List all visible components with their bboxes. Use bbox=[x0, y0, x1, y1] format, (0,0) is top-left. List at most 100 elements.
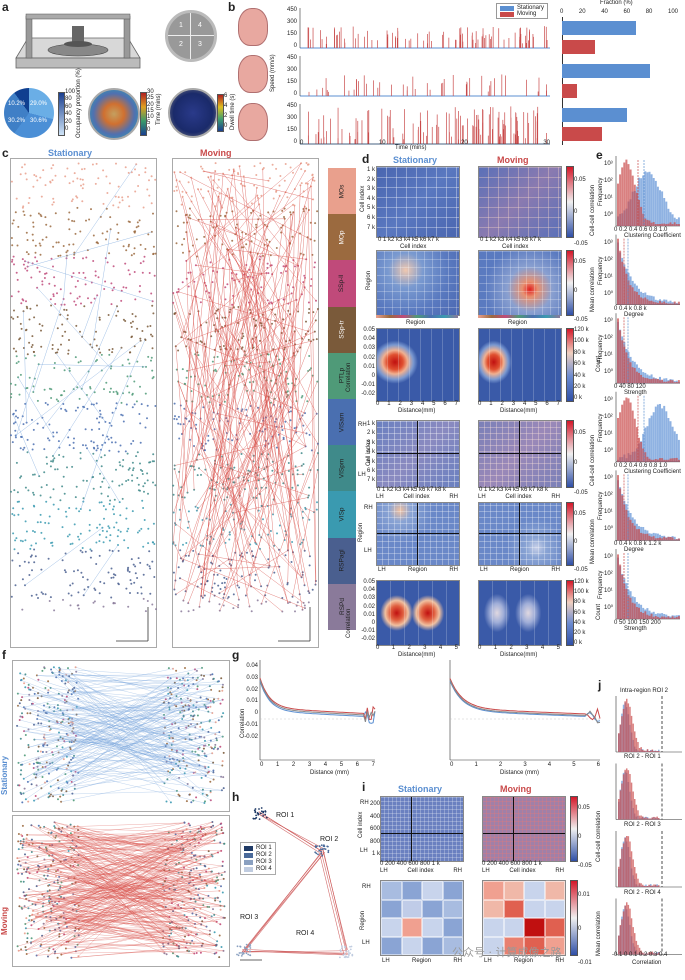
occupancy-axis-label: Occupancy proportion (%) bbox=[76, 68, 82, 138]
tick: 40 k bbox=[574, 618, 589, 628]
neuron-dot bbox=[115, 196, 117, 198]
neuron-dot bbox=[130, 322, 132, 324]
histogram-bar-moving bbox=[663, 537, 665, 541]
neuron-dot bbox=[13, 514, 15, 516]
roi-legend: ROI 1 ROI 2 ROI 3 ROI 4 bbox=[240, 842, 276, 875]
histogram-bar-moving bbox=[628, 836, 630, 887]
histogram-bar-stationary bbox=[655, 407, 657, 462]
neuron-dot bbox=[72, 583, 74, 585]
connection-edge bbox=[205, 283, 273, 462]
neuron-dot bbox=[197, 474, 199, 476]
neuron-dot bbox=[98, 540, 100, 542]
neuron-dot bbox=[73, 438, 75, 440]
roi-neuron bbox=[250, 947, 252, 949]
neuron-dot bbox=[64, 331, 66, 333]
neuron-dot bbox=[23, 682, 25, 684]
region-legend-block: MOs bbox=[328, 168, 356, 214]
tick: 5 bbox=[534, 401, 537, 407]
neuron-dot bbox=[182, 191, 184, 193]
neuron-dot bbox=[211, 673, 213, 675]
histogram-bar-moving bbox=[670, 459, 672, 462]
neuron-dot bbox=[32, 474, 34, 476]
neuron-dot bbox=[139, 219, 141, 221]
neuron-dot bbox=[37, 423, 39, 425]
neuron-dot bbox=[82, 576, 84, 578]
neuron-dot bbox=[110, 282, 112, 284]
roi-label: ROI 3 bbox=[240, 914, 258, 921]
neuron-dot bbox=[40, 254, 42, 256]
neuron-dot bbox=[93, 235, 95, 237]
neuron-dot bbox=[284, 180, 286, 182]
neuron-dot bbox=[75, 496, 77, 498]
neuron-dot bbox=[226, 283, 228, 285]
neuron-dot bbox=[219, 570, 221, 572]
neuron-dot bbox=[123, 286, 125, 288]
neuron-dot bbox=[207, 440, 209, 442]
neuron-dot bbox=[147, 600, 149, 602]
histogram-bar-moving bbox=[625, 510, 627, 541]
tick: 0 bbox=[147, 127, 154, 133]
histogram-bar-moving bbox=[642, 298, 644, 304]
roi-neuron bbox=[314, 851, 316, 853]
tick: 0.05 bbox=[574, 418, 588, 448]
neuron-dot bbox=[21, 801, 23, 803]
tick: 10¹ bbox=[604, 583, 613, 600]
neuron-dot bbox=[201, 920, 203, 922]
tick: 4 bbox=[548, 762, 551, 768]
roi-neuron bbox=[344, 947, 346, 949]
roi-neuron bbox=[321, 855, 323, 857]
neuron-dot bbox=[87, 297, 89, 299]
neuron-dot bbox=[117, 206, 119, 208]
roi-neuron bbox=[319, 845, 321, 847]
neuron-dot bbox=[55, 212, 57, 214]
neuron-dot bbox=[96, 527, 98, 529]
histogram-bar-stationary bbox=[678, 440, 680, 462]
connection-edge bbox=[186, 196, 257, 261]
histogram-bar-moving bbox=[639, 883, 641, 887]
histogram-bar-moving bbox=[640, 207, 642, 226]
neuron-dot bbox=[85, 220, 87, 222]
neuron-dot bbox=[127, 606, 129, 608]
neuron-dot bbox=[221, 690, 223, 692]
neuron-dot bbox=[68, 349, 70, 351]
neuron-dot bbox=[204, 595, 206, 597]
neuron-dot bbox=[13, 219, 15, 221]
histogram-bar-stationary bbox=[667, 209, 669, 226]
quadrant-arena: 1 4 2 3 bbox=[165, 10, 217, 62]
neuron-dot bbox=[188, 510, 190, 512]
neuron-dot bbox=[43, 471, 45, 473]
neuron-dot bbox=[95, 270, 97, 272]
neuron-dot bbox=[85, 283, 87, 285]
neuron-dot bbox=[149, 565, 151, 567]
neuron-dot bbox=[91, 550, 93, 552]
neuron-dot bbox=[99, 524, 101, 526]
neuron-dot bbox=[245, 243, 247, 245]
neuron-dot bbox=[142, 546, 144, 548]
region-cell bbox=[381, 881, 402, 900]
neuron-dot bbox=[97, 242, 99, 244]
neuron-dot bbox=[126, 385, 128, 387]
histogram-bar-moving bbox=[624, 701, 626, 752]
neuron-dot bbox=[303, 463, 305, 465]
neuron-dot bbox=[286, 196, 288, 198]
histogram-bar-moving bbox=[640, 297, 642, 304]
tick: 5 bbox=[432, 401, 435, 407]
neuron-dot bbox=[54, 837, 56, 839]
histogram-bar-moving bbox=[621, 784, 623, 820]
neuron-dot bbox=[25, 734, 27, 736]
neuron-dot bbox=[121, 483, 123, 485]
x-axis-label: Strength bbox=[624, 390, 647, 396]
region-legend-block: MOp bbox=[328, 214, 356, 260]
neuron-dot bbox=[304, 605, 306, 607]
neuron-dot bbox=[223, 787, 225, 789]
occupancy-colorbar bbox=[58, 92, 65, 136]
neuron-dot bbox=[45, 402, 47, 404]
neuron-dot bbox=[102, 232, 104, 234]
neuron-dot bbox=[153, 460, 155, 462]
histogram-bar-moving bbox=[651, 223, 653, 226]
neuron-dot bbox=[283, 437, 285, 439]
neuron-dot bbox=[14, 539, 16, 541]
neuron-dot bbox=[57, 957, 59, 959]
neuron-dot bbox=[152, 312, 154, 314]
neuron-dot bbox=[140, 244, 142, 246]
